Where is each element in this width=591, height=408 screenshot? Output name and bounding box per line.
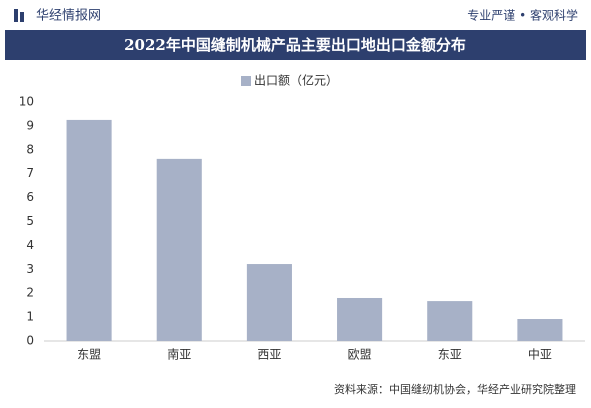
title-bar bbox=[5, 30, 586, 60]
bar bbox=[246, 264, 292, 341]
y-tick-label: 1 bbox=[26, 310, 34, 324]
x-tick-label: 东亚 bbox=[438, 348, 462, 362]
chart-title: 2022年中国缝制机械产品主要出口地出口金额分布 bbox=[124, 36, 466, 54]
bar bbox=[517, 319, 563, 341]
y-tick-label: 9 bbox=[26, 118, 34, 132]
logo-mark bbox=[20, 12, 24, 22]
y-tick-label: 5 bbox=[26, 214, 34, 228]
bar bbox=[156, 158, 202, 341]
slogan: 专业严谨 • 客观科学 bbox=[467, 8, 578, 23]
bar bbox=[427, 301, 473, 341]
y-tick-label: 2 bbox=[26, 286, 34, 300]
y-tick-label: 6 bbox=[26, 190, 34, 204]
y-tick-label: 10 bbox=[19, 95, 34, 109]
legend-swatch bbox=[241, 76, 251, 86]
y-tick-label: 3 bbox=[26, 262, 34, 276]
x-tick-label: 中亚 bbox=[528, 347, 552, 362]
y-tick-label: 4 bbox=[26, 238, 34, 252]
brand: 华经情报网 bbox=[36, 9, 101, 24]
y-tick-label: 8 bbox=[26, 142, 34, 156]
x-tick-label: 东盟 bbox=[77, 348, 101, 362]
legend-label: 出口额（亿元） bbox=[254, 73, 338, 88]
x-tick-label: 欧盟 bbox=[348, 348, 372, 362]
source: 资料来源：中国缝纫机协会，华经产业研究院整理 bbox=[334, 382, 576, 396]
logo-mark bbox=[14, 9, 18, 22]
y-tick-label: 0 bbox=[26, 334, 34, 348]
bar bbox=[66, 119, 112, 341]
x-tick-label: 西亚 bbox=[257, 348, 281, 362]
y-tick-label: 7 bbox=[26, 166, 34, 180]
bar bbox=[337, 297, 383, 341]
x-tick-label: 南亚 bbox=[167, 347, 191, 362]
